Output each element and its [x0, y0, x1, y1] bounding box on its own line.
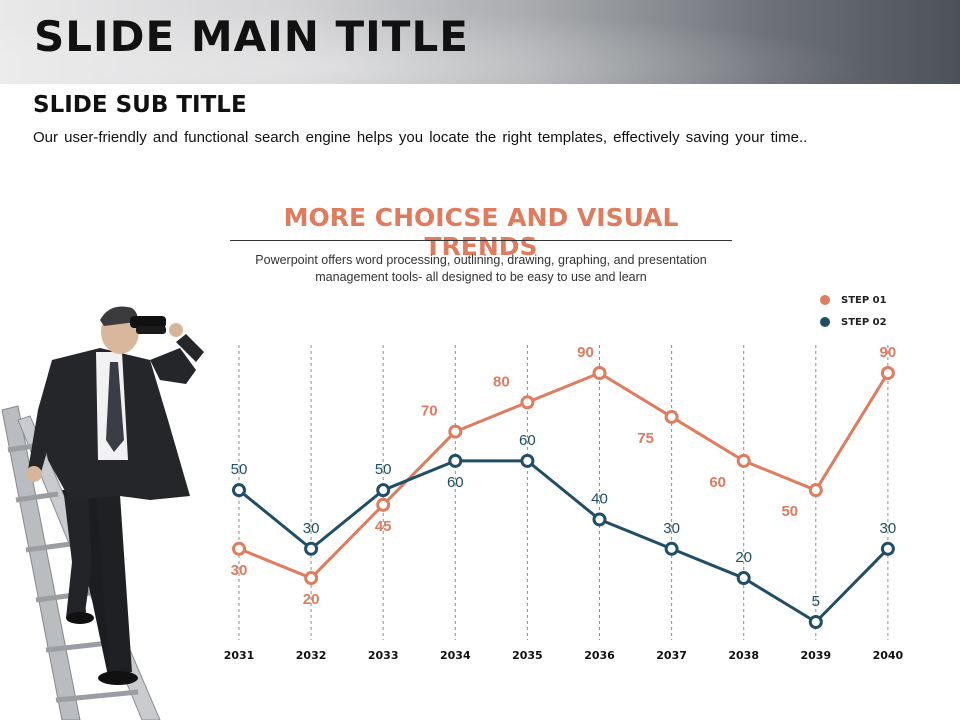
data-label-series-1-2035: 80: [493, 373, 510, 390]
x-tick-label-2031: 2031: [224, 649, 255, 662]
slide-sub-title: SLIDE SUB TITLE: [33, 92, 247, 118]
data-label-series-2-2033: 50: [375, 461, 392, 478]
x-tick-label-2034: 2034: [440, 649, 471, 662]
data-label-series-1-2038: 60: [709, 474, 726, 491]
series-2-point-2031: [232, 483, 246, 498]
legend-dot-step-02: [820, 317, 830, 327]
data-label-series-2-2037: 30: [663, 520, 680, 537]
legend-item-step-01: STEP 01: [820, 289, 887, 311]
series-2-point-2036: [592, 512, 607, 527]
data-label-series-1-2031: 30: [231, 562, 248, 579]
x-tick-label-2038: 2038: [728, 649, 759, 662]
series-2-point-2033: [376, 483, 391, 498]
x-tick-label-2036: 2036: [584, 649, 615, 662]
series-2-point-2035: [520, 453, 535, 468]
series-2-point-2040: [880, 541, 895, 556]
x-tick-label-2040: 2040: [873, 649, 904, 662]
series-1-point-2031: [232, 541, 246, 556]
series-1-point-2039: [808, 483, 823, 498]
x-tick-label-2033: 2033: [368, 649, 399, 662]
series-1-point-2036: [592, 366, 607, 380]
legend-dot-step-01: [820, 295, 830, 305]
x-tick-label-2039: 2039: [800, 649, 831, 662]
x-tick-label-2035: 2035: [512, 649, 543, 662]
series-1-point-2033: [376, 497, 391, 512]
title-divider: [230, 240, 732, 241]
data-label-series-1-2037: 75: [637, 430, 654, 447]
data-label-series-1-2036: 90: [577, 344, 594, 361]
series-2-point-2037: [664, 541, 679, 556]
series-1-point-2038: [736, 453, 751, 468]
series-2-point-2034: [448, 453, 463, 468]
businessman-figure: [26, 306, 204, 685]
data-label-series-2-2032: 30: [303, 520, 320, 537]
chart-description: Powerpoint offers word processing, outli…: [230, 252, 732, 286]
data-label-series-1-2032: 20: [303, 591, 320, 608]
data-label-series-2-2040: 30: [880, 520, 897, 537]
legend-item-step-02: STEP 02: [820, 311, 887, 333]
series-line-1: [238, 371, 890, 580]
data-label-series-1-2033: 45: [375, 518, 392, 535]
data-label-series-2-2039: 5: [812, 593, 820, 610]
x-tick-label-2037: 2037: [656, 649, 687, 662]
data-label-series-2-2034: 60: [447, 474, 464, 491]
data-label-series-1-2039: 50: [781, 503, 798, 520]
header-banner: [0, 0, 960, 84]
series-1-point-2040: [880, 366, 895, 380]
x-tick-label-2032: 2032: [296, 649, 327, 662]
data-label-series-2-2035: 60: [519, 432, 536, 449]
businessman-illustration: [1, 306, 204, 720]
data-label-series-1-2034: 70: [421, 403, 438, 420]
series-1-point-2032: [304, 571, 319, 586]
chart-description-line-2: management tools- all designed to be eas…: [315, 270, 647, 284]
data-label-series-2-2031: 50: [231, 461, 248, 478]
chart-legend: STEP 01 STEP 02: [820, 289, 887, 333]
slide-description: Our user-friendly and functional search …: [33, 129, 808, 146]
data-label-series-2-2036: 40: [591, 490, 608, 507]
chart-title: MORE CHOICSE AND VISUAL TRENDS: [283, 203, 679, 261]
series-2-point-2039: [808, 615, 823, 629]
series-line-2: [238, 459, 889, 624]
series-2-point-2032: [304, 541, 319, 556]
series-1-point-2035: [520, 395, 535, 410]
data-label-series-1-2040: 90: [880, 344, 897, 361]
legend-label-step-02: STEP 02: [841, 316, 887, 328]
slide-main-title: SLIDE MAIN TITLE: [34, 12, 469, 61]
series-2-point-2038: [736, 571, 751, 586]
legend-label-step-01: STEP 01: [841, 294, 887, 306]
chart-description-line-1: Powerpoint offers word processing, outli…: [255, 253, 707, 267]
data-label-series-2-2038: 20: [735, 549, 752, 566]
series-1-point-2034: [448, 424, 463, 439]
series-1-point-2037: [664, 409, 679, 424]
